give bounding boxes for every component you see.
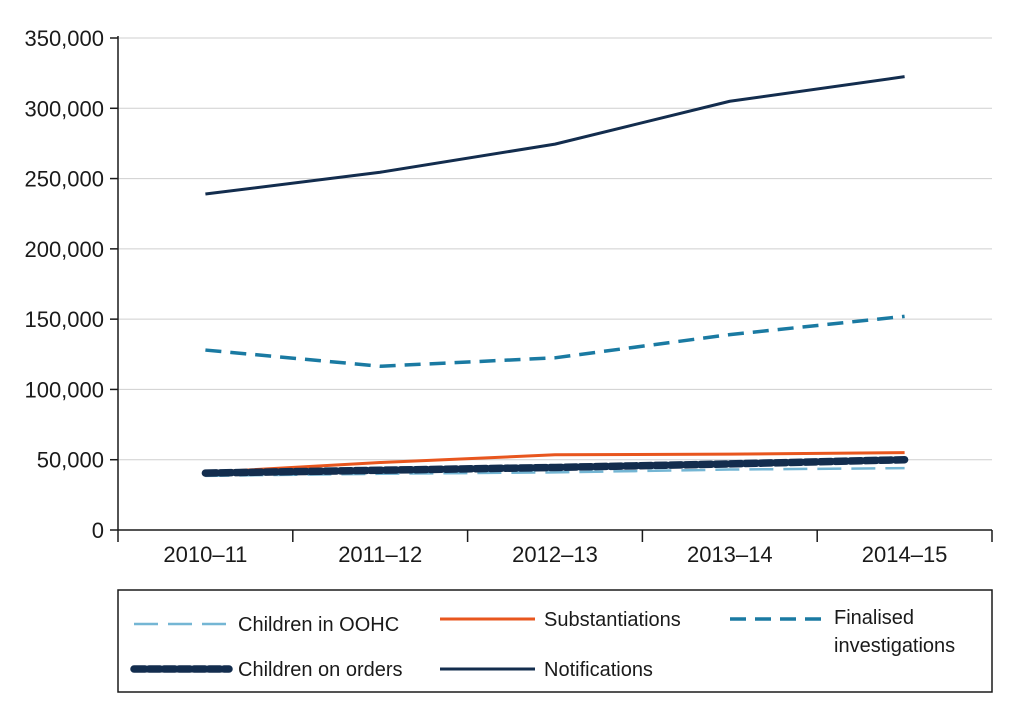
y-tick-label: 200,000 (24, 237, 104, 262)
legend-label-finalised-investigations: Finalised investigations (834, 607, 955, 657)
y-tick-label: 300,000 (24, 96, 104, 121)
x-tick-label: 2012–13 (512, 542, 598, 567)
y-axis-tick-labels: 0 50,000 100,000 150,000 200,000 250,000 300,0… (24, 26, 104, 543)
series-line-children-on-orders (201, 455, 909, 477)
y-tick-label: 100,000 (24, 377, 104, 402)
legend-box (117, 589, 993, 693)
series-line-finalised-investigations (205, 314, 905, 368)
legend-label-notifications: Notifications (544, 659, 653, 681)
series-line-substantiations (205, 451, 905, 474)
y-tick-label: 0 (92, 518, 104, 543)
legend-label-children-in-oohc: Children in OOHC (238, 614, 399, 636)
x-tick-label: 2013–14 (687, 542, 773, 567)
y-tick-label: 150,000 (24, 307, 104, 332)
series-lines (201, 75, 909, 478)
series-line-notifications (205, 75, 905, 196)
legend: Children in OOHC Substantiations Finalised… (117, 589, 993, 693)
x-tick-label: 2014–15 (862, 542, 948, 567)
gridlines (118, 37, 992, 461)
y-tick-label: 250,000 (24, 167, 104, 192)
y-tick-label: 50,000 (37, 448, 104, 473)
x-tick-label: 2011–12 (338, 542, 422, 567)
x-axis-tick-labels: 2010–11 2011–12 2012–13 2013–14 2014–15 (163, 542, 947, 567)
legend-label-children-on-orders: Children on orders (238, 659, 403, 681)
legend-label-substantiations: Substantiations (544, 609, 681, 631)
x-tick-label: 2010–11 (163, 542, 247, 567)
y-tick-label: 350,000 (24, 26, 104, 51)
axes (110, 36, 993, 542)
